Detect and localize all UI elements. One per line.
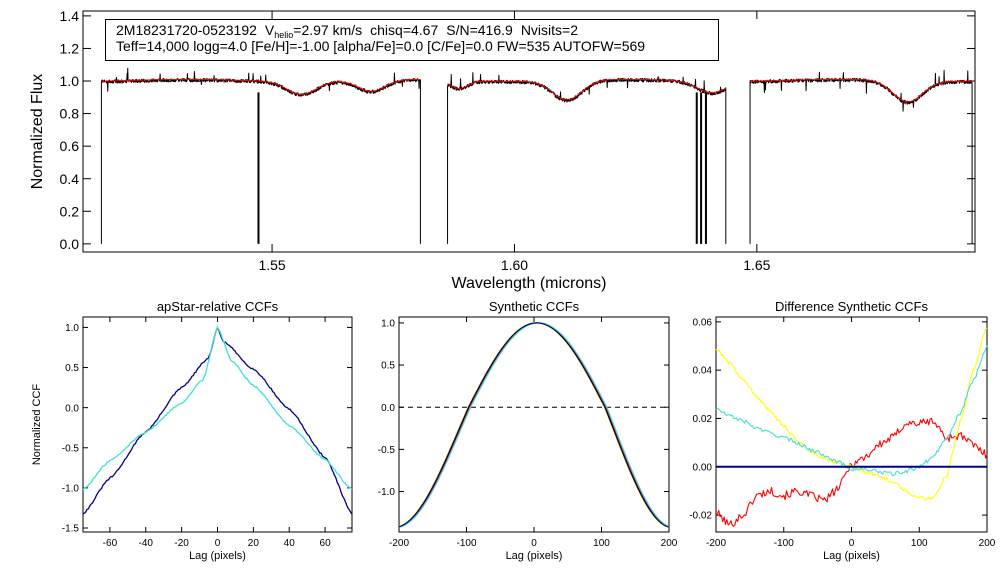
apstar_ccf-ytick-label: 1.0 — [65, 323, 79, 334]
synthetic_ccf-ytick-label: 0.0 — [381, 403, 395, 414]
difference_ccf-xtick-label: -200 — [706, 538, 726, 549]
difference_ccf-xtick-label: -100 — [774, 538, 794, 549]
apstar_ccf-ytick-label: -1.5 — [62, 524, 80, 535]
synthetic_ccf-frame — [398, 316, 670, 533]
spectrum-model-chip-3 — [749, 78, 973, 103]
spectrum-ytick-label: 0.8 — [60, 106, 80, 122]
spectrum-ylabel: Normalized Flux — [29, 74, 46, 190]
synthetic_ccf-ytick-label: -1.0 — [378, 487, 396, 498]
spectrum-frame — [82, 10, 976, 253]
nvisits-value: Nvisits=2 — [520, 22, 578, 38]
apstar_ccf-ytick-label: -1.0 — [62, 483, 80, 494]
info-line-2: Teff=14,000 logg=4.0 [Fe/H]=-1.00 [alpha… — [116, 38, 646, 54]
apstar_ccf-xtick-label: -20 — [174, 538, 189, 549]
synthetic_ccf-ytick-label: -0.5 — [378, 445, 396, 456]
difference-ccf-series-red — [715, 417, 988, 527]
synthetic_ccf-xtick-label: -100 — [456, 538, 476, 549]
spectrum-observed-chip-3 — [749, 69, 973, 244]
info-line-1: 2M18231720-0523192 Vhelio=2.97 km/s chisq=… — [116, 22, 718, 40]
apstar_ccf-xtick-label: -40 — [139, 538, 154, 549]
spectrum-ytick-label: 0.0 — [60, 236, 80, 252]
spectrum-observed-chip-2 — [447, 72, 727, 244]
apstar_ccf-title: apStar-relative CCFs — [157, 299, 279, 314]
spectrum-xtick-label: 1.65 — [743, 257, 770, 273]
synthetic_ccf-ytick-label: 1.0 — [381, 319, 395, 330]
spectrum-xtick-label: 1.60 — [501, 257, 528, 273]
difference_ccf-xlabel: Lag (pixels) — [823, 550, 880, 562]
vhelio-subscript: helio — [274, 30, 294, 40]
difference_ccf-ytick-label: 0.00 — [693, 462, 713, 473]
vhelio-label: V — [264, 22, 275, 38]
apstar_ccf-ytick-label: -0.5 — [62, 443, 80, 454]
apstar_ccf-ytick-label: 0.0 — [65, 403, 79, 414]
difference_ccf-ytick-label: 0.06 — [693, 317, 713, 328]
apstar_ccf-axes — [82, 316, 353, 533]
spectrum-xlabel: Wavelength (microns) — [451, 275, 606, 292]
synthetic-ccf-series-2 — [398, 322, 670, 528]
apstar_ccf-ylabel: Normalized CCF — [31, 384, 43, 466]
apstar_ccf-frame — [82, 316, 353, 533]
synthetic-ccf-series-1 — [398, 322, 670, 528]
difference-ccf-series-yellow — [715, 327, 988, 501]
apstar_ccf-xtick-label: 60 — [320, 538, 332, 549]
synthetic-ccf-series-5 — [398, 322, 670, 528]
synthetic_ccf-xlabel: Lag (pixels) — [506, 550, 563, 562]
spectrum-ytick-label: 1.0 — [60, 73, 80, 89]
difference_ccf-title: Difference Synthetic CCFs — [775, 299, 928, 314]
difference_ccf-xtick-label: 100 — [911, 538, 928, 549]
apstar_ccf-xtick-label: 0 — [215, 538, 221, 549]
synthetic_ccf-xtick-label: 200 — [661, 538, 678, 549]
synthetic_ccf-xtick-label: 100 — [593, 538, 610, 549]
difference-ccf-series-cyan — [715, 345, 988, 477]
spectrum-ytick-label: 1.4 — [60, 8, 80, 24]
apstar_ccf-xtick-label: 20 — [248, 538, 260, 549]
spectrum-model-chip-1 — [101, 78, 421, 95]
snr-value: S/N=416.9 — [446, 22, 513, 38]
difference_ccf-ytick-label: 0.02 — [693, 414, 713, 425]
vhelio-value: =2.97 km/s — [293, 22, 363, 38]
spectrum-axes — [82, 10, 976, 253]
difference_ccf-xtick-label: 200 — [979, 538, 996, 549]
synthetic-ccf-series-4 — [398, 322, 670, 528]
difference_ccf-ytick-label: 0.04 — [693, 366, 713, 377]
synthetic_ccf-xtick-label: 0 — [531, 538, 537, 549]
spectrum-ytick-label: 0.6 — [60, 138, 80, 154]
apstar_ccf-ytick-label: 0.5 — [65, 363, 79, 374]
synthetic_ccf-ytick-label: 0.5 — [381, 361, 395, 372]
difference_ccf-axes — [715, 316, 988, 533]
synthetic_ccf-title: Synthetic CCFs — [489, 299, 580, 314]
spectrum-model-chip-2 — [447, 78, 727, 101]
spectrum-ytick-label: 0.2 — [60, 203, 80, 219]
apstar-ccf-series-1 — [82, 326, 353, 515]
synthetic-ccf-series-3 — [398, 322, 670, 528]
star-id: 2M18231720-0523192 — [116, 22, 257, 38]
apstar_ccf-xtick-label: 40 — [284, 538, 296, 549]
spectrum-ytick-label: 1.2 — [60, 40, 80, 56]
difference_ccf-frame — [715, 316, 988, 533]
spectrum-ytick-label: 0.4 — [60, 171, 80, 187]
spectrum-observed-chip-1 — [100, 67, 421, 244]
difference_ccf-ytick-label: -0.02 — [689, 511, 712, 522]
synthetic_ccf-xtick-label: -200 — [389, 538, 409, 549]
difference_ccf-xtick-label: 0 — [849, 538, 855, 549]
synthetic_ccf-axes — [398, 316, 670, 533]
apstar_ccf-xlabel: Lag (pixels) — [189, 550, 246, 562]
apstar_ccf-xtick-label: -60 — [103, 538, 118, 549]
apstar-ccf-series-2 — [82, 326, 353, 491]
spectrum-xtick-label: 1.55 — [258, 257, 285, 273]
stellar-parameters-box: 2M18231720-0523192 Vhelio=2.97 km/s chisq=… — [105, 19, 719, 61]
chisq-value: chisq=4.67 — [370, 22, 439, 38]
